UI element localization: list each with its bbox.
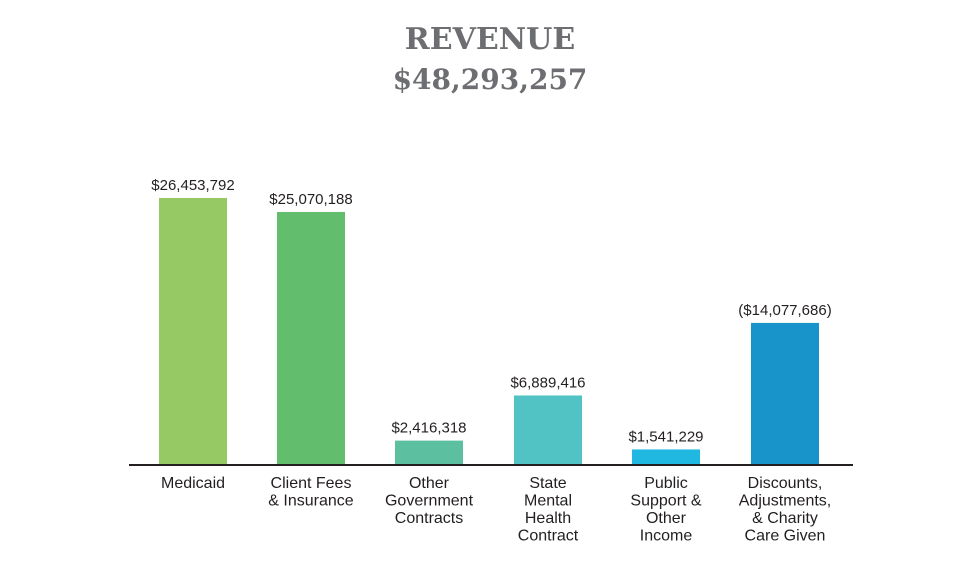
bar-5 xyxy=(751,322,819,465)
category-label-4: Public Support & Other Income xyxy=(630,475,701,545)
chart-subtitle: $48,293,257 xyxy=(392,63,588,96)
chart-title: REVENUE xyxy=(404,22,576,57)
value-label-1: $25,070,188 xyxy=(269,191,352,208)
category-label-2: Other Government Contracts xyxy=(385,475,474,527)
category-label-line: Client Fees xyxy=(271,475,352,492)
category-label-line: Contracts xyxy=(395,510,463,527)
bars-layer xyxy=(159,198,819,465)
category-label-0: Medicaid xyxy=(161,475,225,492)
bar-4 xyxy=(632,449,700,465)
category-label-1: Client Fees & Insurance xyxy=(268,475,353,510)
category-label-line: Health xyxy=(525,510,571,527)
category-label-line: Other xyxy=(409,475,450,492)
bar-0 xyxy=(159,198,227,465)
value-label-5: ($14,077,686) xyxy=(738,302,831,319)
category-label-line: Other xyxy=(646,510,687,527)
category-label-5: Discounts, Adjustments, & Charity Care Give… xyxy=(739,475,831,545)
value-label-4: $1,541,229 xyxy=(628,428,703,445)
category-label-line: Mental xyxy=(524,493,572,510)
category-label-line: Income xyxy=(640,528,693,545)
category-label-line: Public xyxy=(644,475,688,492)
category-label-line: Contract xyxy=(518,528,579,545)
value-label-2: $2,416,318 xyxy=(391,420,466,437)
category-label-line: Medicaid xyxy=(161,475,225,492)
category-label-line: Care Given xyxy=(745,528,826,545)
value-label-3: $6,889,416 xyxy=(510,374,585,391)
category-label-line: Support & xyxy=(630,493,701,510)
category-label-line: Adjustments, xyxy=(739,493,831,510)
value-labels-layer: $26,453,792 $25,070,188 $2,416,318 $6,889,4… xyxy=(151,177,831,445)
bar-1 xyxy=(277,211,345,465)
bar-3 xyxy=(514,395,582,465)
bar-2 xyxy=(395,440,463,465)
category-label-3: State Mental Health Contract xyxy=(518,475,579,545)
category-label-line: & Charity xyxy=(752,510,818,527)
category-label-line: Discounts, xyxy=(748,475,823,492)
category-label-line: Government xyxy=(385,493,474,510)
value-label-0: $26,453,792 xyxy=(151,177,234,194)
category-label-line: & Insurance xyxy=(268,493,353,510)
category-label-line: State xyxy=(529,475,566,492)
